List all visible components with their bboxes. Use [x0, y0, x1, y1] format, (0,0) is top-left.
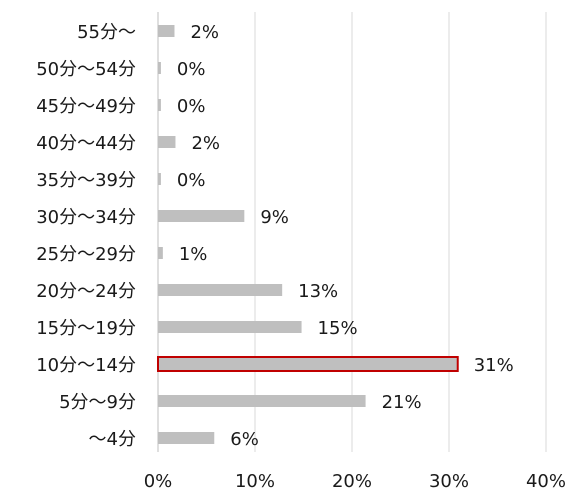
category-label: 40分～44分 — [36, 133, 136, 154]
data-label: 1% — [179, 244, 208, 265]
data-label: 2% — [191, 133, 220, 154]
category-label: 5分～9分 — [59, 392, 136, 413]
data-label: 0% — [177, 96, 206, 117]
bar — [158, 321, 302, 333]
data-label: 2% — [190, 22, 219, 43]
category-label: 35分～39分 — [36, 170, 136, 191]
x-tick-label: 20% — [332, 471, 372, 490]
data-label: 15% — [318, 318, 358, 339]
bars — [157, 25, 459, 444]
category-label: 30分～34分 — [36, 207, 136, 228]
bar — [158, 25, 175, 37]
data-label: 0% — [177, 59, 206, 80]
category-labels: 55分～ 50分～54分 45分～49分 40分～44分 35分～39分 30分～34分 2… — [36, 22, 136, 450]
bar — [158, 395, 366, 407]
x-tick-label: 0% — [144, 471, 173, 490]
x-tick-label: 30% — [429, 471, 469, 490]
category-label: 25分～29分 — [36, 244, 136, 265]
bar — [158, 173, 161, 185]
bar — [158, 210, 245, 222]
x-tick-labels: 0% 10% 20% 30% 40% — [144, 471, 566, 490]
data-labels: 2% 0% 0% 2% 0% 9% 1% 13% 15% 31% 21% 6% — [177, 22, 514, 450]
category-label: 20分～24分 — [36, 281, 136, 302]
bar — [158, 99, 161, 111]
data-label: 13% — [298, 281, 338, 302]
bar-highlighted — [157, 356, 459, 372]
data-label: 31% — [474, 355, 514, 376]
category-label: 15分～19分 — [36, 318, 136, 339]
x-tick-label: 40% — [526, 471, 566, 490]
bar — [158, 136, 176, 148]
category-label: 45分～49分 — [36, 96, 136, 117]
bar — [158, 62, 161, 74]
data-label: 9% — [260, 207, 289, 228]
bar — [158, 432, 215, 444]
x-tick-label: 10% — [235, 471, 275, 490]
data-label: 6% — [230, 429, 259, 450]
category-label: 50分～54分 — [36, 59, 136, 80]
gridlines — [157, 12, 547, 452]
category-label: ～4分 — [89, 429, 136, 450]
data-label: 21% — [382, 392, 422, 413]
category-label: 10分～14分 — [36, 355, 136, 376]
bar — [158, 284, 283, 296]
category-label: 55分～ — [77, 22, 136, 43]
bar — [158, 247, 163, 259]
data-label: 0% — [177, 170, 206, 191]
